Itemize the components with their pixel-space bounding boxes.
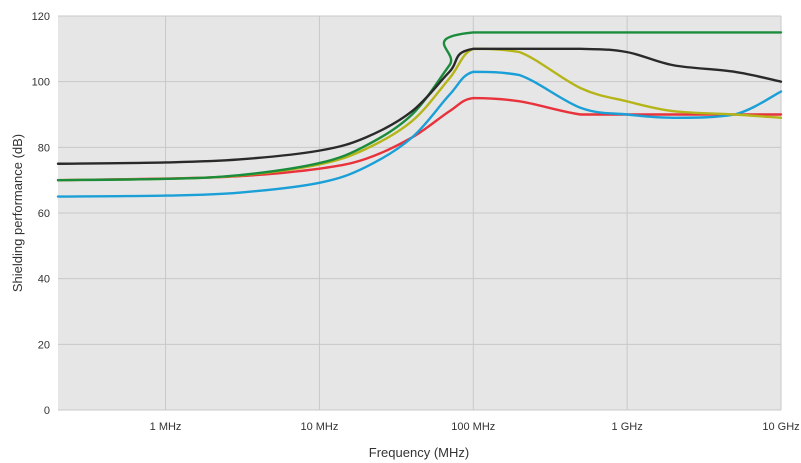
y-tick-label: 60: [38, 208, 50, 220]
grid: [58, 15, 782, 411]
y-tick-label: 120: [32, 11, 50, 23]
y-tick-label: 100: [32, 77, 50, 89]
x-tick-label: 1 MHz: [150, 421, 182, 433]
y-tick-label: 40: [38, 274, 50, 286]
x-tick-label: 100 MHz: [451, 421, 495, 433]
series-line-5: [56, 47, 783, 165]
x-axis-ticks: 1 MHz 10 MHz 100 MHz 1 GHz 10 GHz: [150, 421, 800, 433]
y-axis-ticks: 0 20 40 60 80 100 120: [32, 11, 50, 417]
y-tick-label: 80: [38, 142, 50, 154]
x-tick-label: 10 MHz: [300, 421, 338, 433]
x-tick-label: 10 GHz: [762, 421, 799, 433]
series-line-4: [56, 31, 783, 182]
y-tick-label: 20: [38, 339, 50, 351]
y-tick-label: 0: [44, 405, 50, 417]
x-axis-title: Frequency (MHz): [369, 445, 469, 460]
x-tick-label: 1 GHz: [612, 421, 643, 433]
series-line-2: [56, 70, 783, 198]
series-group: [56, 31, 783, 198]
y-axis-title: Shielding performance (dB): [10, 134, 25, 292]
